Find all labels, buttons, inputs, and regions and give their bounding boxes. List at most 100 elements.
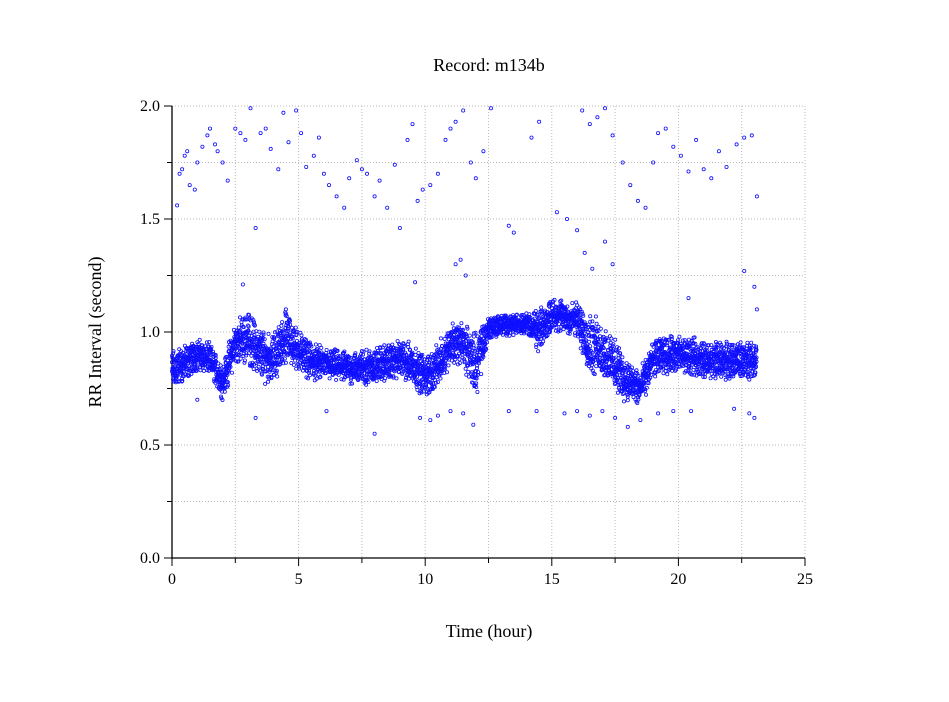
data-point: [225, 372, 230, 377]
data-point: [416, 363, 421, 368]
data-point: [262, 337, 267, 342]
data-point: [732, 343, 737, 348]
data-point: [686, 296, 691, 301]
data-point: [644, 385, 649, 390]
data-point: [397, 370, 402, 375]
data-point: [661, 343, 666, 348]
data-point: [730, 342, 735, 347]
data-point: [209, 344, 214, 349]
data-point: [587, 122, 592, 127]
data-point: [201, 368, 206, 373]
data-point: [465, 324, 470, 329]
data-point: [475, 389, 480, 394]
data-point: [263, 381, 268, 386]
data-point: [293, 358, 298, 363]
data-point: [347, 176, 352, 181]
data-point: [304, 337, 309, 342]
data-point: [385, 205, 390, 210]
data-point: [665, 372, 670, 377]
data-point: [738, 374, 743, 379]
data-point: [590, 266, 595, 271]
data-point: [598, 353, 603, 358]
data-point: [689, 409, 694, 414]
data-point: [590, 362, 595, 367]
data-point: [461, 411, 466, 416]
data-point: [590, 350, 595, 355]
data-point: [397, 341, 402, 346]
data-point: [334, 194, 339, 199]
data-point: [290, 336, 295, 341]
data-point: [403, 377, 408, 382]
data-point: [274, 368, 279, 373]
data-point: [638, 418, 643, 423]
data-point: [260, 364, 265, 369]
data-point: [462, 359, 467, 364]
data-point: [382, 378, 387, 383]
data-point: [671, 409, 676, 414]
data-point: [342, 349, 347, 354]
data-point: [666, 368, 671, 373]
data-point: [367, 351, 372, 356]
data-point: [706, 343, 711, 348]
data-point: [429, 363, 434, 368]
data-point: [474, 366, 479, 371]
data-point: [290, 334, 295, 339]
data-point: [257, 329, 262, 334]
data-point: [316, 350, 321, 355]
y-tick-label: 2.0: [140, 98, 160, 115]
data-point: [261, 366, 266, 371]
data-point: [283, 311, 288, 316]
data-point: [707, 368, 712, 373]
data-point: [752, 415, 757, 420]
data-point: [527, 319, 532, 324]
data-point: [476, 369, 481, 374]
data-point: [296, 364, 301, 369]
data-point: [578, 337, 583, 342]
data-point: [731, 374, 736, 379]
data-point: [470, 351, 475, 356]
data-point: [397, 342, 402, 347]
data-point: [644, 392, 649, 397]
data-point: [342, 205, 347, 210]
data-point: [376, 348, 381, 353]
data-point: [552, 297, 557, 302]
data-point: [213, 352, 218, 357]
data-point: [280, 357, 285, 362]
data-point: [581, 313, 586, 318]
data-point: [215, 149, 220, 154]
data-point: [693, 341, 698, 346]
data-point: [309, 344, 314, 349]
data-point: [746, 374, 751, 379]
data-point: [266, 331, 271, 336]
data-point: [413, 280, 418, 285]
data-point: [410, 122, 415, 127]
data-point: [377, 178, 382, 183]
data-point: [269, 374, 274, 379]
data-point: [362, 371, 367, 376]
data-point: [694, 137, 699, 142]
y-tick-label: 1.5: [140, 211, 160, 228]
data-point: [361, 349, 366, 354]
data-point: [261, 330, 266, 335]
data-point: [565, 304, 570, 309]
data-point: [651, 160, 656, 165]
data-point: [402, 343, 407, 348]
data-point: [627, 363, 632, 368]
data-point: [251, 339, 256, 344]
data-point: [721, 346, 726, 351]
data-point: [622, 399, 627, 404]
data-point: [701, 374, 706, 379]
data-point: [272, 335, 277, 340]
data-point: [374, 372, 379, 377]
data-point: [189, 369, 194, 374]
data-point: [226, 383, 231, 388]
data-point: [582, 331, 587, 336]
data-point: [752, 353, 757, 358]
data-point: [577, 325, 582, 330]
data-point: [653, 355, 658, 360]
data-point: [304, 164, 309, 169]
data-point: [283, 307, 288, 312]
data-point: [297, 340, 302, 345]
data-point: [590, 319, 595, 324]
data-point: [479, 372, 484, 377]
